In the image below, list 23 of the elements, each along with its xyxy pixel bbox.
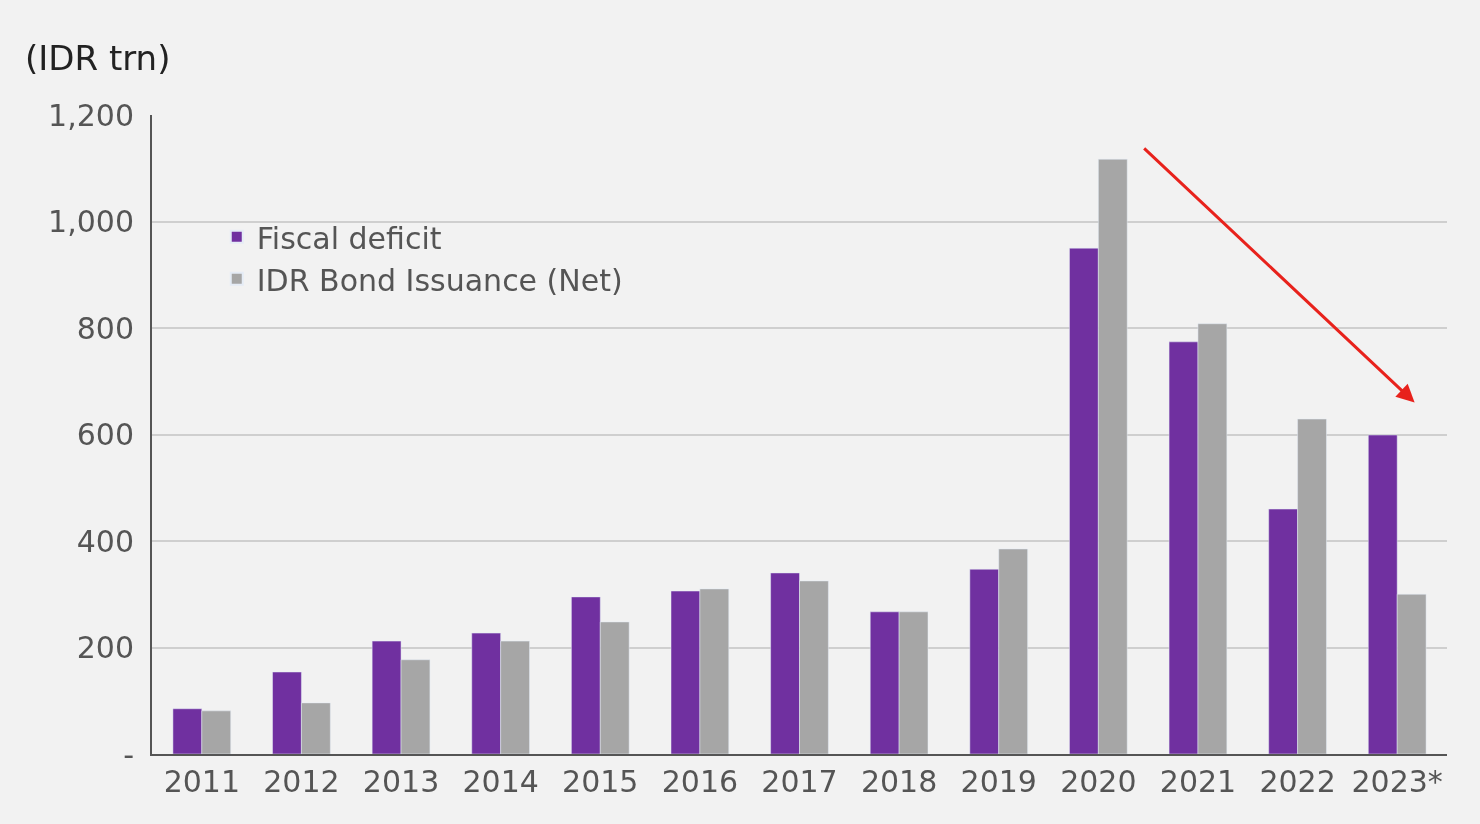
y-tick-label: - — [123, 736, 134, 772]
x-tick-label: 2011 — [163, 764, 240, 799]
legend-label: Fiscal deficit — [256, 220, 442, 256]
x-tick-label: 2020 — [1060, 764, 1137, 799]
x-tick-label: 2014 — [462, 764, 539, 799]
y-tick-label: 200 — [76, 630, 134, 665]
x-tick-label: 2012 — [263, 764, 340, 799]
x-tick-label: 2013 — [362, 764, 440, 799]
x-tick-label: 2015 — [562, 764, 639, 799]
x-tick-label: 2018 — [860, 764, 938, 799]
y-tick-label: 1,200 — [48, 97, 134, 133]
y-tick-label: 600 — [76, 417, 134, 452]
x-tick-label: 2022 — [1259, 764, 1336, 799]
x-tick-label: 2021 — [1159, 764, 1237, 799]
y-tick-label: 400 — [76, 523, 134, 559]
y-axis-title: (IDR trn) — [25, 38, 171, 78]
legend-label: IDR Bond Issuance (Net) — [256, 262, 623, 298]
x-tick-label: 2019 — [960, 764, 1037, 799]
y-tick-label: 800 — [76, 310, 134, 346]
x-tick-label: 2023* — [1351, 764, 1443, 799]
x-tick-label: 2016 — [661, 764, 739, 799]
x-tick-label: 2017 — [761, 764, 838, 799]
y-tick-label: 1,000 — [48, 204, 134, 239]
